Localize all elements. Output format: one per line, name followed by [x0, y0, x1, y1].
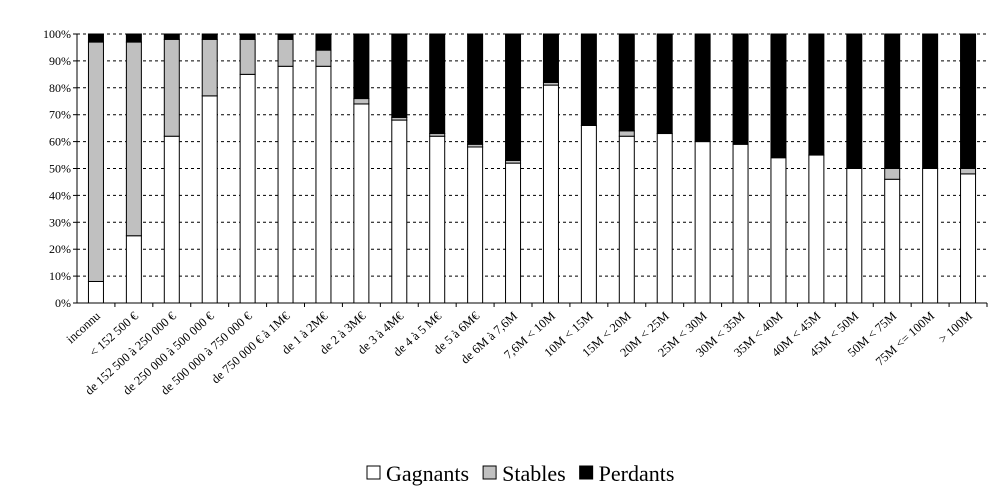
bar-perdants-12: [542, 33, 559, 83]
y-tick-label: 0%: [55, 296, 71, 310]
bar-stables-5: [277, 38, 294, 67]
y-tick-label: 70%: [49, 108, 71, 122]
bar-perdants-3: [201, 33, 218, 40]
bar-perdants-5: [277, 33, 294, 40]
bar-gagnants-6: [315, 65, 332, 304]
bar-stables-14: [618, 130, 635, 137]
bar-perdants-13: [580, 33, 597, 126]
bar-perdants-11: [505, 33, 522, 161]
legend-label-gagnants: Gagnants: [386, 461, 469, 486]
bar-stables-0: [87, 41, 104, 282]
bar-perdants-14: [618, 33, 635, 132]
bar-stables-1: [125, 41, 142, 237]
bar-perdants-16: [694, 33, 711, 143]
legend-label-perdants: Perdants: [599, 461, 675, 486]
y-tick-label: 60%: [49, 135, 71, 149]
legend-swatch-stables: [482, 465, 497, 480]
y-tick-label: 50%: [49, 162, 71, 176]
bar-gagnants-1: [125, 235, 142, 304]
y-tick-label: 100%: [43, 27, 71, 41]
bar-gagnants-22: [922, 168, 939, 304]
bar-gagnants-19: [808, 154, 825, 304]
y-tick-label: 90%: [49, 54, 71, 68]
legend-swatch-perdants: [579, 465, 594, 480]
bar-gagnants-11: [505, 162, 522, 304]
bar-perdants-4: [239, 33, 256, 40]
bar-gagnants-13: [580, 124, 597, 304]
bar-stables-23: [960, 168, 977, 175]
bar-gagnants-0: [87, 280, 104, 304]
bar-gagnants-10: [467, 146, 484, 304]
bar-perdants-0: [87, 33, 104, 43]
bar-stables-4: [239, 38, 256, 75]
bar-stables-21: [884, 168, 901, 180]
bar-gagnants-23: [960, 173, 977, 304]
y-tick-label: 30%: [49, 215, 71, 229]
bar-perdants-19: [808, 33, 825, 156]
bar-gagnants-12: [542, 84, 559, 304]
y-tick-label: 20%: [49, 242, 71, 256]
bar-gagnants-8: [391, 119, 408, 304]
bar-perdants-10: [467, 33, 484, 145]
bar-perdants-8: [391, 33, 408, 118]
bar-gagnants-20: [846, 168, 863, 304]
bars: [87, 33, 977, 304]
bar-gagnants-15: [656, 133, 673, 304]
bar-stables-3: [201, 38, 218, 97]
bar-perdants-1: [125, 33, 142, 43]
y-tick-label: 40%: [49, 188, 71, 202]
bar-perdants-21: [884, 33, 901, 169]
bar-perdants-6: [315, 33, 332, 51]
bar-perdants-20: [846, 33, 863, 169]
bar-gagnants-2: [163, 135, 180, 304]
gridlines: [77, 33, 987, 277]
bar-gagnants-17: [732, 143, 749, 304]
y-tick-label: 10%: [49, 269, 71, 283]
bar-gagnants-18: [770, 157, 787, 304]
legend: Gagnants Stables Perdants: [366, 461, 675, 486]
bar-perdants-7: [353, 33, 370, 100]
legend-label-stables: Stables: [502, 461, 566, 486]
category-labels: inconnu< 152 500 €de 152 500 à 250 000 €…: [64, 308, 975, 397]
bar-gagnants-9: [429, 135, 446, 304]
bar-perdants-18: [770, 33, 787, 159]
bar-perdants-2: [163, 33, 180, 40]
bar-gagnants-21: [884, 178, 901, 304]
bar-gagnants-14: [618, 135, 635, 304]
bar-perdants-15: [656, 33, 673, 135]
bar-gagnants-5: [277, 65, 294, 304]
bar-stables-7: [353, 98, 370, 105]
axes: [73, 33, 988, 307]
bar-perdants-9: [429, 33, 446, 135]
y-tick-labels: 0% 10% 20% 30% 40% 50% 60% 70% 80% 90% 100%: [43, 27, 71, 310]
bar-stables-6: [315, 49, 332, 67]
legend-swatch-gagnants: [366, 465, 381, 480]
bar-perdants-22: [922, 33, 939, 169]
bar-gagnants-7: [353, 103, 370, 304]
bar-stables-2: [163, 38, 180, 137]
y-tick-label: 80%: [49, 81, 71, 95]
bar-gagnants-3: [201, 95, 218, 304]
bar-gagnants-4: [239, 73, 256, 304]
category-label: > 100M: [936, 309, 975, 346]
bar-perdants-23: [960, 33, 977, 169]
bar-perdants-17: [732, 33, 749, 145]
bar-gagnants-16: [694, 141, 711, 304]
